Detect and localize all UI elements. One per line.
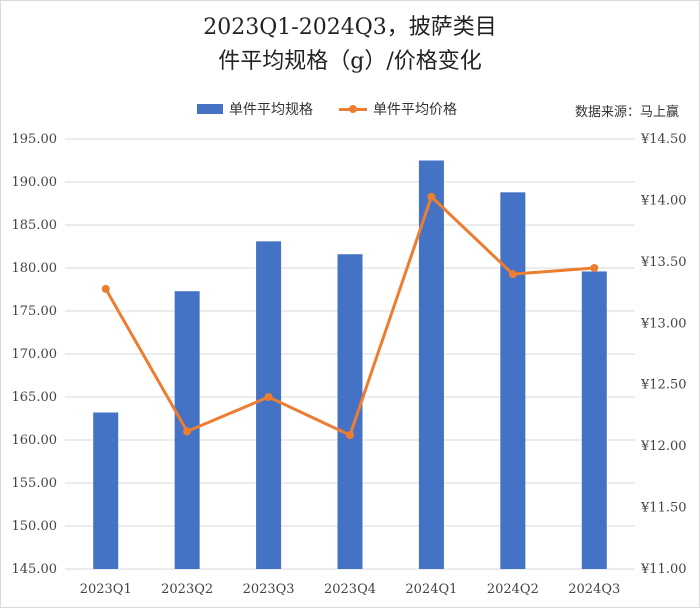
price-point [590, 264, 599, 272]
y-left-tick-label: 145.00 [12, 562, 58, 577]
legend-label-bar: 单件平均规格 [229, 102, 313, 118]
y-left-tick-label: 185.00 [12, 218, 58, 233]
price-point [101, 284, 110, 293]
legend-swatch-line [339, 103, 367, 115]
legend-item-line: 单件平均价格 [339, 99, 457, 119]
legend-item-bar: 单件平均规格 [197, 99, 313, 119]
y-left-tick-label: 180.00 [12, 261, 58, 276]
y-right-tick-label: ¥11.00 [640, 562, 687, 577]
y-left-tick-label: 195.00 [12, 132, 58, 147]
data-source-note: 数据来源：马上赢 [574, 105, 679, 120]
x-tick-label: 2024Q1 [405, 582, 457, 597]
y-right-tick-label: ¥13.00 [640, 316, 687, 331]
bar [418, 160, 444, 569]
y-left-tick-label: 150.00 [12, 519, 58, 534]
x-tick-label: 2023Q1 [80, 582, 132, 597]
bar [256, 241, 282, 569]
y-right-tick-label: ¥13.50 [640, 255, 687, 270]
y-left-tick-label: 190.00 [12, 175, 58, 190]
y-right-tick-label: ¥12.50 [640, 378, 687, 393]
y-right-tick-label: ¥14.00 [640, 193, 687, 208]
chart-title: 2023Q1-2024Q3，披萨类目 件平均规格（g）/价格变化 [1, 13, 699, 77]
x-tick-label: 2023Q4 [324, 582, 376, 597]
y-left-tick-label: 165.00 [12, 390, 58, 405]
price-point [508, 270, 517, 279]
y-right-tick-label: ¥11.50 [640, 501, 687, 516]
price-point [346, 431, 354, 440]
y-left-tick-label: 155.00 [12, 476, 58, 491]
chart-title-line2: 件平均规格（g）/价格变化 [218, 49, 482, 74]
legend-label-line: 单件平均价格 [373, 102, 457, 118]
x-tick-label: 2024Q3 [568, 582, 620, 597]
y-left-tick-label: 175.00 [12, 304, 58, 319]
y-left-tick-label: 170.00 [12, 347, 58, 362]
x-tick-label: 2024Q2 [487, 582, 539, 597]
bar [581, 271, 607, 569]
price-point [183, 427, 192, 436]
y-left-tick-label: 160.00 [12, 433, 58, 448]
y-right-tick-label: ¥12.00 [640, 439, 687, 454]
price-point [264, 393, 273, 401]
x-tick-label: 2023Q3 [243, 582, 295, 597]
x-tick-label: 2023Q2 [161, 582, 213, 597]
legend-swatch-bar [197, 104, 223, 114]
price-point [427, 192, 436, 201]
bar [93, 412, 119, 569]
y-right-tick-label: ¥14.50 [640, 132, 687, 147]
bar [500, 192, 526, 569]
chart-title-line1: 2023Q1-2024Q3，披萨类目 [203, 15, 497, 40]
chart-legend: 单件平均规格 单件平均价格 [197, 99, 483, 119]
